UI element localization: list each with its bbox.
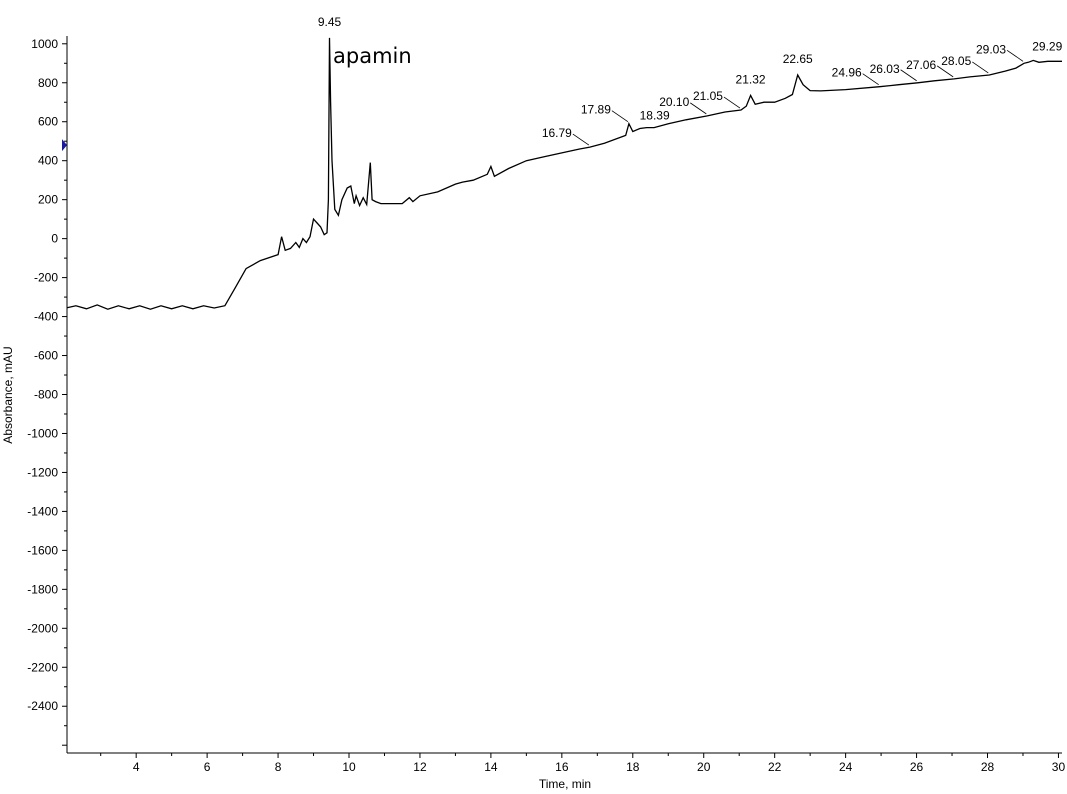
peak-leader-line bbox=[572, 133, 590, 146]
peak-label: 27.06 bbox=[906, 58, 936, 72]
y-tick-label: -1600 bbox=[27, 543, 58, 557]
peak-leader-line bbox=[690, 102, 707, 115]
x-tick-label: 12 bbox=[413, 760, 427, 774]
y-tick-label: -1400 bbox=[27, 504, 58, 518]
y-tick-label: -600 bbox=[34, 349, 58, 363]
chromatogram-trace bbox=[66, 37, 1062, 310]
x-tick-label: 4 bbox=[133, 760, 140, 774]
peak-label: 28.05 bbox=[941, 54, 971, 68]
apamin-annotation: apamin bbox=[333, 44, 412, 68]
peak-label: 21.05 bbox=[693, 89, 723, 103]
peak-label: 18.39 bbox=[640, 109, 670, 123]
peak-label: 29.29 bbox=[1032, 39, 1062, 53]
peak-leader-line bbox=[723, 96, 741, 109]
x-tick-label: 22 bbox=[768, 760, 782, 774]
y-tick-label: 800 bbox=[38, 76, 58, 90]
y-tick-label: -2000 bbox=[27, 621, 58, 635]
x-tick-label: 8 bbox=[275, 760, 282, 774]
y-axis-ticks: 1000 800 600 400 200 0 -200 -400 -600 -800 -1000 -1… bbox=[27, 37, 67, 746]
y-tick-label: 200 bbox=[38, 193, 58, 207]
peak-leader-line bbox=[936, 65, 954, 78]
x-tick-label: 20 bbox=[697, 760, 711, 774]
peak-label: 29.03 bbox=[976, 42, 1006, 56]
y-tick-label: -1200 bbox=[27, 465, 58, 479]
level-marker-icon bbox=[62, 139, 67, 152]
peak-label: 17.89 bbox=[581, 103, 611, 117]
x-tick-label: 6 bbox=[204, 760, 211, 774]
peak-label: 9.45 bbox=[318, 15, 342, 29]
y-tick-label: -1800 bbox=[27, 582, 58, 596]
x-tick-label: 10 bbox=[342, 760, 356, 774]
y-tick-label: 400 bbox=[38, 154, 58, 168]
y-tick-label: -2400 bbox=[27, 699, 58, 713]
x-tick-label: 18 bbox=[626, 760, 640, 774]
y-tick-label: 0 bbox=[51, 232, 58, 246]
peak-leader-line bbox=[611, 110, 629, 123]
x-tick-label: 16 bbox=[555, 760, 569, 774]
y-tick-label: -200 bbox=[34, 271, 58, 285]
peak-leader-line bbox=[1006, 49, 1024, 62]
peak-label: 21.32 bbox=[736, 72, 766, 86]
axes bbox=[66, 36, 1062, 754]
x-axis-label: Time, min bbox=[539, 777, 591, 791]
x-tick-label: 24 bbox=[839, 760, 853, 774]
y-axis-label: Absorbance, mAU bbox=[1, 346, 15, 443]
x-axis-ticks: 4 6 8 10 12 14 16 18 20 22 24 26 28 30 bbox=[100, 753, 1066, 774]
peak-label: 16.79 bbox=[542, 126, 572, 140]
y-tick-label: -1000 bbox=[27, 426, 58, 440]
x-tick-label: 30 bbox=[1052, 760, 1066, 774]
peak-label: 26.03 bbox=[870, 62, 900, 76]
y-tick-label: -400 bbox=[34, 310, 58, 324]
y-tick-label: -2200 bbox=[27, 660, 58, 674]
x-tick-label: 14 bbox=[484, 760, 498, 774]
x-tick-label: 28 bbox=[981, 760, 995, 774]
x-tick-label: 26 bbox=[910, 760, 924, 774]
peak-label: 20.10 bbox=[659, 95, 689, 109]
peak-leader-line bbox=[900, 69, 917, 82]
peak-leader-line bbox=[862, 73, 879, 85]
y-tick-label: 1000 bbox=[31, 37, 58, 51]
peak-label: 24.96 bbox=[832, 66, 862, 80]
peak-leader-line bbox=[972, 61, 989, 74]
y-tick-label: 600 bbox=[38, 115, 58, 129]
peak-label: 22.65 bbox=[783, 52, 813, 66]
y-tick-label: -800 bbox=[34, 388, 58, 402]
